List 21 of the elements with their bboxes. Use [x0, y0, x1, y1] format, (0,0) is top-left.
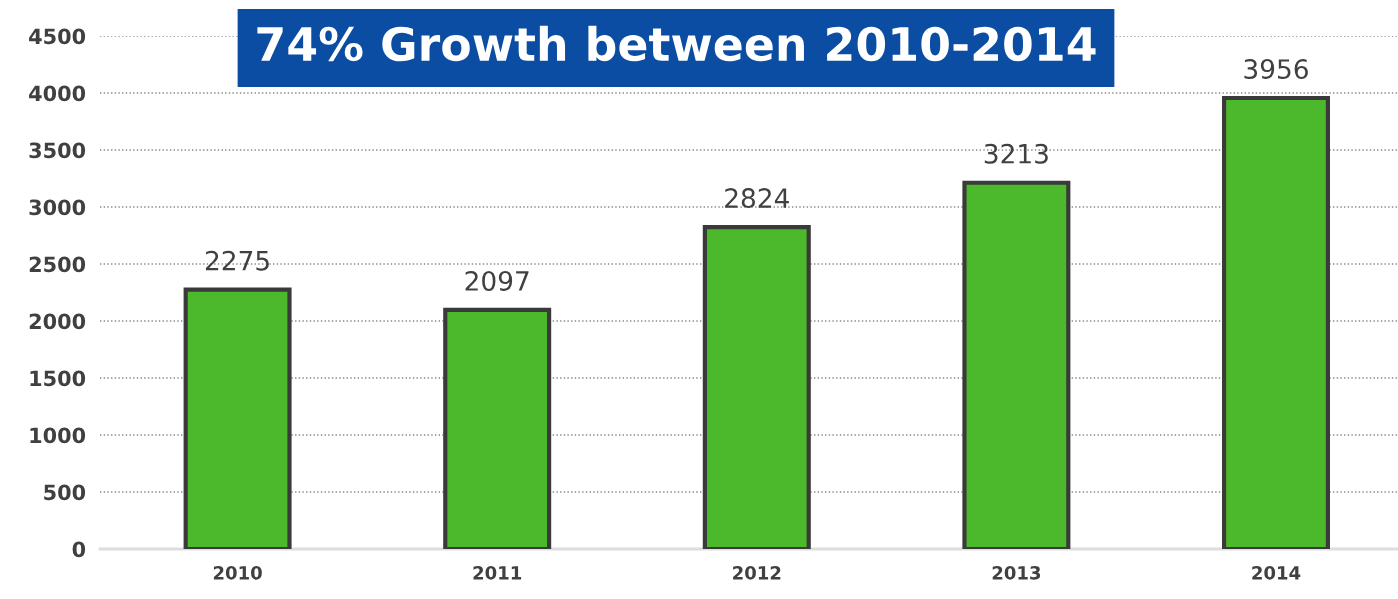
- y-tick-label: 3000: [29, 199, 86, 216]
- x-tick-label: 2014: [1252, 565, 1301, 580]
- y-tick-label: 500: [44, 484, 86, 501]
- data-label: 2097: [465, 270, 529, 291]
- y-tick-label: 1000: [30, 427, 86, 444]
- data-label: 3213: [984, 143, 1048, 164]
- x-tick-label: 2010: [213, 565, 262, 580]
- y-tick-label: 4500: [29, 28, 86, 45]
- y-tick-label: 2000: [29, 313, 86, 330]
- y-tick-label: 4000: [29, 85, 86, 102]
- x-tick-label: 2013: [992, 565, 1041, 580]
- x-tick-label: 2012: [733, 565, 781, 580]
- y-tick-label: 1500: [30, 370, 86, 387]
- y-tick-label: 2500: [29, 256, 86, 273]
- data-label: 3956: [1244, 59, 1308, 80]
- y-tick-label: 0: [72, 541, 86, 558]
- data-label: 2824: [725, 188, 789, 209]
- data-label: 2275: [205, 250, 269, 271]
- chart-title: 74% Growth between 2010-2014: [257, 25, 1096, 62]
- x-tick-label: 2011: [473, 565, 522, 580]
- y-tick-label: 3500: [29, 142, 86, 159]
